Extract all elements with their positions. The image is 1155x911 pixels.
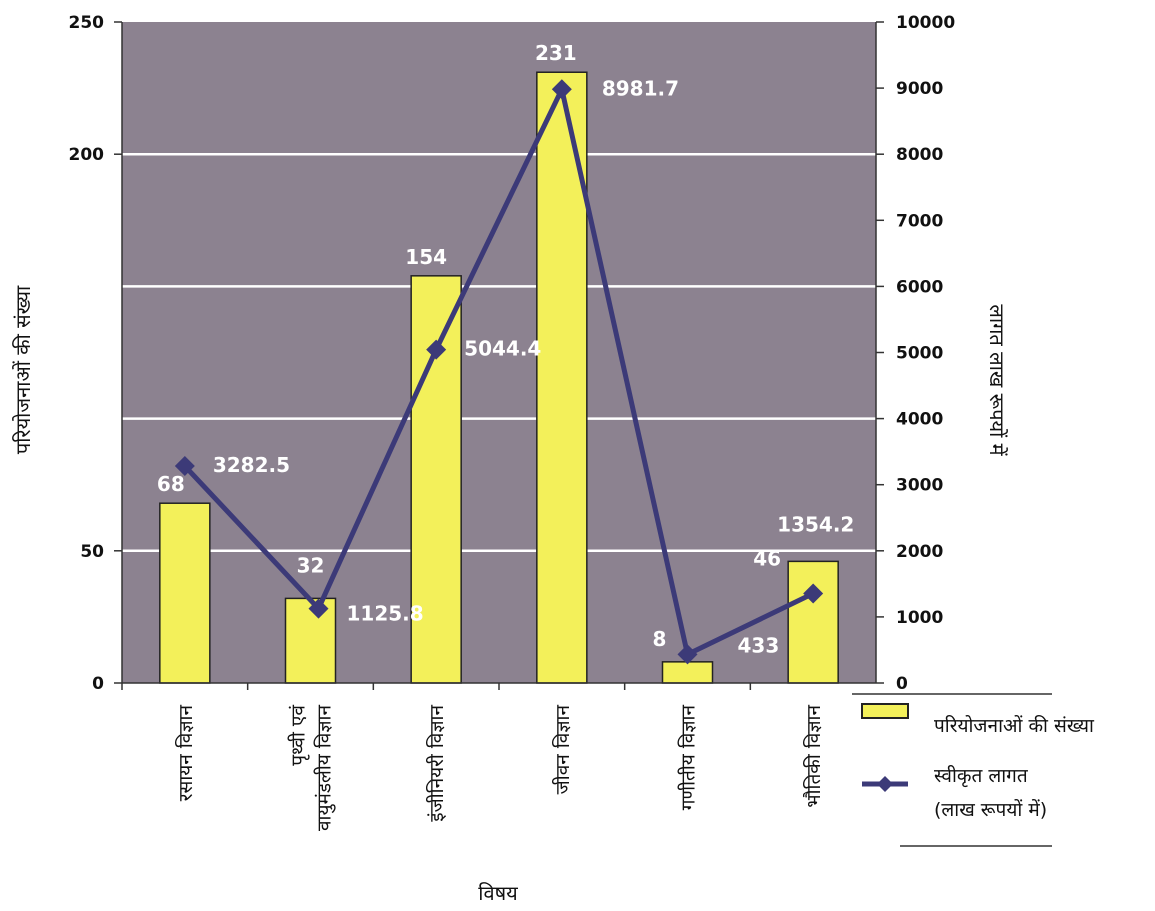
x-tick-label: भौतिकी विज्ञान: [802, 705, 825, 808]
y-tick-label-right: 5000: [896, 344, 943, 364]
line-data-label: 8981.7: [602, 76, 679, 100]
bar-data-label: 46: [753, 546, 781, 570]
y-tick-label-right: 3000: [896, 476, 943, 496]
x-tick-label: इंजीनियरी विज्ञान: [425, 705, 448, 822]
y-tick-label-right: 2000: [896, 542, 943, 562]
y-tick-label-left: 0: [92, 674, 104, 694]
y-tick-label-right: 8000: [896, 145, 943, 165]
y-tick-label-right: 4000: [896, 410, 943, 430]
y-axis-label-right: लागत लाख रूपयों में: [985, 304, 1009, 456]
line-data-label: 1354.2: [777, 512, 854, 536]
y-tick-label-left: 50: [80, 542, 104, 562]
bar-data-label: 32: [297, 553, 325, 577]
y-tick-label-left: 250: [69, 13, 105, 33]
y-tick-label-right: 7000: [896, 211, 943, 231]
line-data-label: 5044.4: [464, 337, 541, 361]
x-tick-label: गणीतीय विज्ञान: [677, 705, 700, 811]
legend-swatch-bar: [862, 704, 908, 718]
legend-label-bar: परियोजनाओं की संख्या: [934, 714, 1095, 737]
x-tick-label: जीवन विज्ञान: [551, 705, 574, 795]
bar: [286, 598, 336, 683]
line-data-label: 3282.5: [213, 453, 290, 477]
bar-data-label: 231: [535, 41, 577, 65]
bar-data-label: 68: [157, 472, 185, 496]
y-tick-label-right: 1000: [896, 608, 943, 628]
x-tick-label: पृथ्वी एवं वायुमंडलीय विज्ञान: [287, 705, 337, 831]
line-data-label: 1125.8: [347, 602, 424, 626]
bar-data-label: 8: [653, 627, 667, 651]
bar: [663, 662, 713, 683]
y-tick-label-right: 9000: [896, 79, 943, 99]
bar: [788, 561, 838, 683]
y-tick-label-left: 200: [69, 145, 105, 165]
y-tick-label-right: 6000: [896, 277, 943, 297]
y-tick-label-right: 10000: [896, 13, 955, 33]
y-axis-label-left: परियोजनाओं की संख्या: [11, 285, 35, 454]
bar-data-label: 154: [405, 245, 447, 269]
line-data-label: 433: [738, 633, 780, 657]
x-axis-label: विषय: [478, 881, 518, 905]
y-tick-label-right: 0: [896, 674, 908, 694]
x-tick-label: रसायन विज्ञान: [174, 705, 197, 802]
bar: [160, 503, 210, 683]
